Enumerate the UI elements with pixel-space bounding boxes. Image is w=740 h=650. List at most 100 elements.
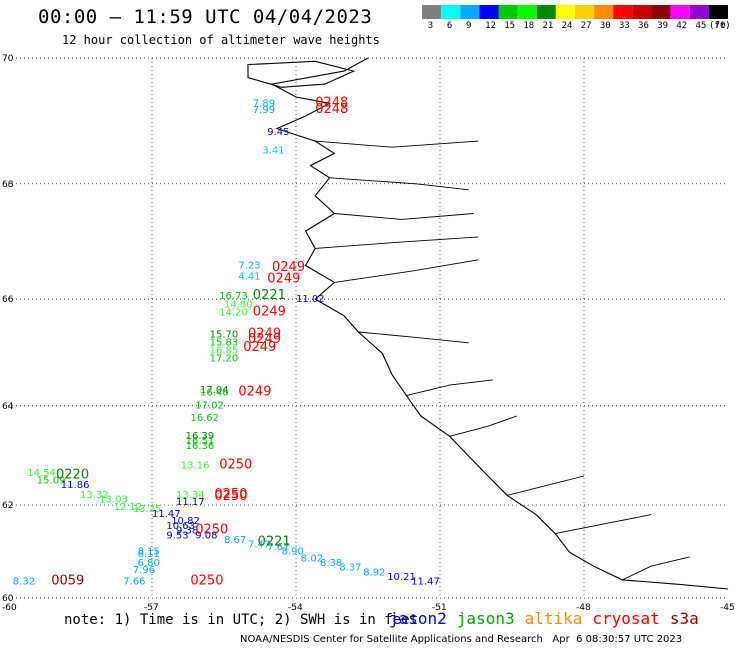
pass-time-label: 0250 — [214, 487, 247, 502]
pass-time-label: 0059 — [51, 573, 84, 588]
wave-height-label: 11.47 — [152, 509, 181, 520]
pass-time-label: 0221 — [258, 534, 291, 549]
greenland-coastline — [247, 57, 729, 590]
legend-swatch-3 — [422, 5, 442, 19]
lon-label--51: -51 — [432, 603, 447, 613]
legend-swatch-24 — [555, 5, 575, 19]
legend-label-15: 15 — [504, 21, 516, 31]
legend-label-3: 3 — [427, 21, 434, 31]
lat-label-66: 66 — [2, 295, 14, 305]
wave-height-label: 9.08 — [195, 530, 217, 541]
satellite-s3a: s3a — [669, 609, 699, 628]
wave-height-label: 8.92 — [363, 567, 385, 578]
longitude-labels: -60 -57 -54 -51 -48 -45 — [2, 603, 735, 613]
pass-time-label: 0250 — [195, 523, 228, 538]
satellite-altika: altika — [524, 609, 583, 628]
pass-time-label: 0249 — [238, 384, 271, 399]
legend-swatch-21 — [536, 5, 556, 19]
lon-label--45: -45 — [720, 603, 735, 613]
wave-height-label: 10.21 — [387, 572, 416, 583]
fjord-path — [315, 236, 479, 249]
wave-height-label: 16.85 — [210, 345, 239, 356]
pass-time-label: 0249 — [248, 332, 281, 347]
wave-height-label: 17.02 — [195, 400, 224, 411]
lon-label--48: -48 — [576, 603, 591, 613]
legend-swatch-36 — [632, 5, 652, 19]
pass-time-labels: 0248024802490249022102490249024902490249… — [51, 96, 348, 589]
satellite-legend: jason2 jason3 altika cryosat s3a — [389, 609, 709, 628]
lat-label-62: 62 — [2, 501, 13, 511]
wave-height-label: 15.83 — [210, 337, 239, 348]
legend-label-39: 39 — [657, 21, 669, 31]
legend-label-45: 45 — [695, 21, 707, 31]
wave-height-label: 11.47 — [411, 576, 440, 587]
wave-height-label: 7.67 — [267, 542, 289, 553]
wave-height-label: 7.47 — [248, 540, 270, 551]
wave-height-label: 13.03 — [99, 495, 128, 506]
legend-swatch-6 — [441, 5, 461, 19]
wave-height-label: 13.16 — [181, 461, 210, 472]
pass-time-label: 0250 — [214, 489, 247, 504]
wave-height-label: 16.73 — [219, 291, 248, 302]
legend-swatch-18 — [517, 5, 537, 19]
wave-height-label: 11.86 — [61, 480, 90, 491]
legend-label-6: 6 — [446, 21, 453, 31]
pass-time-label: 0249 — [267, 271, 300, 286]
pass-time-label: 0250 — [190, 573, 223, 588]
color-legend-labels: 3 6 9 12 15 18 21 24 27 30 33 36 39 42 45 70 (ft) — [422, 21, 732, 35]
lat-label-60: 60 — [2, 594, 14, 604]
legend-swatch-30 — [594, 5, 614, 19]
pass-time-label: 0220 — [56, 467, 89, 482]
wave-height-label: 15.09 — [37, 475, 66, 486]
wave-height-label: 11.02 — [296, 294, 325, 305]
wave-height-label: 7.66 — [123, 576, 145, 587]
footer-timestamp: Apr 6 08:30:57 UTC 2023 — [552, 634, 683, 645]
satellite-jason2: jason2 — [389, 609, 447, 628]
latitude-labels: 70 68 66 64 62 60 — [2, 54, 14, 604]
legend-unit: (ft) — [709, 21, 731, 31]
wave-height-label: 16.46 — [200, 387, 229, 398]
legend-label-27: 27 — [580, 21, 592, 31]
wave-height-label: 16.36 — [186, 441, 215, 452]
wave-height-label: 7.96 — [133, 565, 155, 576]
wave-height-label: 6.80 — [138, 558, 160, 569]
coastline-path — [270, 57, 729, 590]
wave-height-label: 7.23 — [238, 260, 260, 271]
wave-height-label: 9.53 — [166, 530, 188, 541]
pass-time-label: 0249 — [243, 340, 276, 355]
wave-height-label: 14.54 — [27, 468, 56, 479]
legend-swatch-15 — [498, 5, 518, 19]
wave-height-label: 16.39 — [186, 431, 215, 442]
map-note: note: 1) Time is in UTC; 2) SWH is in fe… — [64, 612, 419, 628]
legend-label-12: 12 — [485, 21, 496, 31]
wave-height-label: 10.63 — [166, 521, 195, 532]
wave-height-label: 13.34 — [176, 490, 205, 501]
legend-label-42: 42 — [676, 21, 688, 31]
wave-height-label: 10.82 — [171, 516, 200, 527]
pass-time-label: 0248 — [315, 96, 348, 111]
pass-time-label: 0249 — [248, 326, 281, 341]
satellite-jason3: jason3 — [456, 609, 515, 628]
wave-height-label: 7.89 — [253, 99, 275, 110]
wave-height-label: 14.80 — [224, 299, 253, 310]
map-subtitle: 12 hour collection of altimeter wave hei… — [62, 33, 380, 47]
legend-label-70: 70 — [714, 21, 726, 31]
wave-height-label: 12.12 — [114, 502, 143, 513]
footer-agency: NOAA/NESDIS Center for Satellite Applica… — [240, 634, 543, 645]
fjord-path — [334, 259, 479, 283]
wave-height-label: 3.41 — [262, 145, 284, 156]
legend-label-24: 24 — [561, 21, 573, 31]
fjord-path — [406, 379, 493, 396]
wave-height-label: 13.25 — [133, 504, 162, 515]
lon-label--57: -57 — [144, 603, 159, 613]
lat-label-68: 68 — [2, 180, 14, 190]
wave-height-label: 9.45 — [267, 127, 289, 138]
pass-time-label: 0250 — [219, 458, 252, 473]
satellite-cryosat: cryosat — [592, 609, 660, 628]
fjord-path — [334, 213, 474, 220]
color-legend-bar — [422, 5, 728, 19]
map-footer: NOAA/NESDIS Center for Satellite Applica… — [240, 634, 682, 645]
legend-swatch-33 — [613, 5, 633, 19]
